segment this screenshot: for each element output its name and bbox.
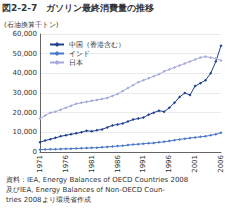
svg-text:(石油換算千トン): (石油換算千トン): [4, 21, 59, 29]
svg-text:1971: 1971: [36, 155, 44, 173]
svg-text:20,000: 20,000: [13, 109, 38, 117]
svg-text:インド: インド: [69, 50, 90, 58]
svg-text:50,000: 50,000: [13, 50, 38, 58]
svg-text:2001: 2001: [191, 155, 199, 173]
svg-text:日本: 日本: [69, 59, 83, 67]
svg-text:資料：IEA, Energy Balances of OEC: 資料：IEA, Energy Balances of OECD Countrie…: [6, 176, 188, 184]
svg-text:30,000: 30,000: [13, 89, 38, 97]
svg-text:10,000: 10,000: [13, 128, 38, 136]
svg-text:及びIEA, Energy Balances of Non-: 及びIEA, Energy Balances of Non-OECD Coun-: [6, 186, 165, 194]
svg-text:1986: 1986: [114, 154, 122, 172]
svg-text:40,000: 40,000: [13, 69, 38, 77]
svg-text:1991: 1991: [139, 155, 147, 173]
svg-text:1981: 1981: [88, 155, 96, 173]
svg-text:図2-2-7 ガソリン最終消費量の推移: 図2-2-7 ガソリン最終消費量の推移: [2, 3, 154, 13]
svg-text:1976: 1976: [62, 154, 70, 172]
svg-text:0: 0: [33, 148, 37, 156]
svg-text:60,000: 60,000: [13, 30, 38, 38]
svg-text:1996: 1996: [165, 154, 173, 172]
svg-text:中国（香港含む）: 中国（香港含む）: [69, 41, 125, 49]
svg-text:tries 2008より環境省作成: tries 2008より環境省作成: [6, 196, 91, 204]
svg-text:2006: 2006: [217, 154, 225, 172]
